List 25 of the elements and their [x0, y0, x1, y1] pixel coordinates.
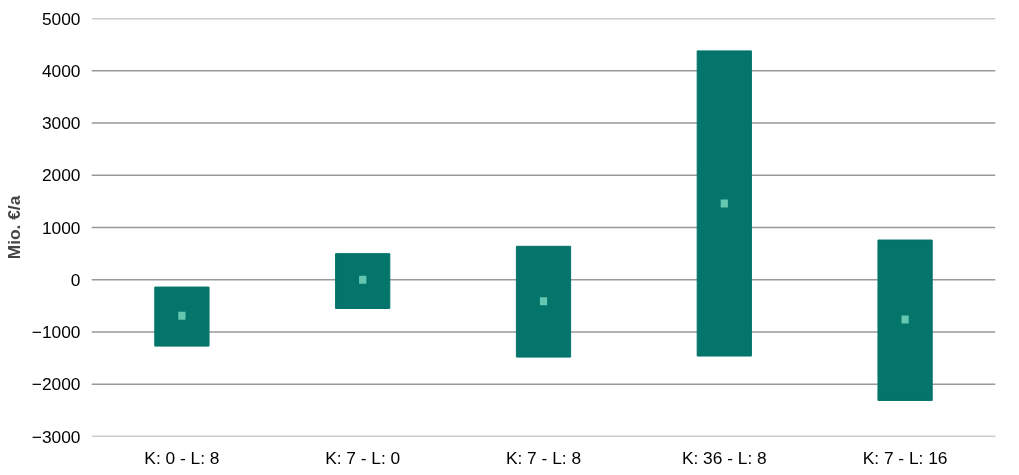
bar	[696, 50, 752, 357]
y-axis-title: Mio. €/a	[3, 195, 24, 260]
y-tick-label: 5000	[41, 8, 81, 29]
x-tick-label: K: 7 - L: 8	[505, 447, 582, 468]
x-tick-label: K: 0 - L: 8	[144, 447, 220, 468]
bar	[515, 245, 572, 358]
bar	[335, 253, 391, 309]
point	[178, 311, 186, 320]
y-tick-label: −3000	[31, 426, 81, 447]
point	[359, 275, 367, 284]
point	[901, 315, 909, 324]
x-tick-label: K: 36 - L: 8	[681, 447, 767, 468]
x-tick-label: K: 7 - L: 0	[325, 447, 401, 468]
point	[720, 199, 728, 208]
y-tick-label: 1000	[41, 217, 81, 238]
y-tick-label: 4000	[41, 60, 81, 81]
bar	[154, 286, 210, 347]
y-tick-label: 0	[70, 269, 81, 290]
x-tick-label: K: 7 - L: 16	[862, 447, 948, 468]
y-tick-label: −2000	[31, 374, 81, 395]
bar	[877, 239, 933, 401]
y-tick-label: 2000	[41, 165, 81, 186]
y-tick-label: −1000	[31, 322, 81, 342]
point	[539, 297, 548, 306]
y-tick-label: 3000	[41, 113, 81, 133]
